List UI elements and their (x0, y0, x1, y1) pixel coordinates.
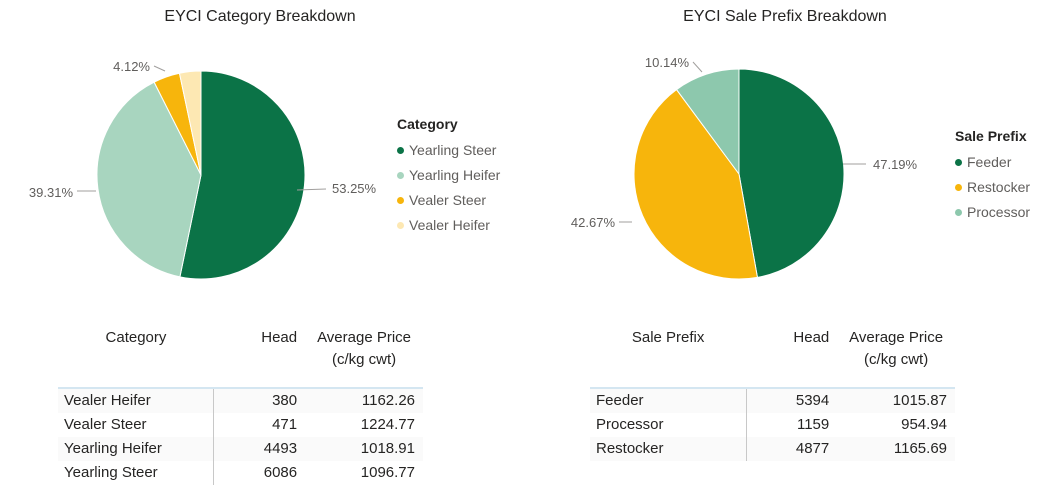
sale-prefix-chart-title: EYCI Sale Prefix Breakdown (683, 8, 887, 25)
row-label-cell: Processor (590, 413, 747, 437)
legend-marker-icon (397, 171, 404, 179)
category-pie-chart: 53.25% 39.31% 4.12% (29, 59, 377, 280)
head-cell: 1159 (796, 416, 830, 433)
average-price-cell: 954.94 (901, 416, 947, 433)
pie-slice-yearling-heifer[interactable] (96, 81, 202, 278)
column-header-head[interactable]: Head (213, 327, 306, 389)
head-cell: 4493 (213, 437, 306, 461)
row-label-cell: Vealer Steer (58, 413, 215, 437)
legend-title: Sale Prefix (955, 128, 1027, 144)
legend-item-yearling-heifer[interactable]: Yearling Heifer (397, 163, 500, 188)
legend-marker-icon (397, 146, 404, 154)
average-price-cell: 1018.91 (305, 437, 423, 461)
column-header-average-price[interactable]: Average Price (c/kg cwt) (305, 327, 423, 389)
head-cell: 6086 (263, 464, 298, 481)
average-price-cell: 1224.77 (360, 416, 415, 433)
table-row[interactable]: Yearling Heifer 4493 1018.91 (58, 437, 423, 461)
legend-marker-icon (955, 208, 962, 216)
data-label-yearling-heifer: 39.31% (29, 185, 74, 200)
head-cell: 5394 (746, 388, 838, 413)
category-chart-title: EYCI Category Breakdown (164, 8, 356, 25)
pie-slice-yearling-steer[interactable] (179, 70, 306, 280)
row-label-cell: Yearling Steer (58, 461, 215, 485)
legend-item-restocker[interactable]: Restocker (955, 175, 1030, 200)
average-price-cell: 1015.87 (837, 388, 955, 413)
row-label-cell: Vealer Heifer (58, 388, 215, 413)
table-header-row: Sale Prefix Head Average Price (c/kg cwt) (590, 327, 955, 389)
table-row[interactable]: Processor 1159 954.94 (590, 413, 955, 437)
legend-label: Vealer Heifer (409, 217, 490, 233)
sale-prefix-pie-chart: 47.19% 42.67% 10.14% (571, 55, 918, 280)
table-header-row: Category Head Average Price (c/kg cwt) (58, 327, 423, 389)
leader-line-vealer-steer (153, 65, 166, 72)
row-label-cell: Yearling Heifer (58, 437, 215, 461)
legend-item-yearling-steer[interactable]: Yearling Steer (397, 138, 500, 163)
average-price-cell: 1096.77 (360, 464, 415, 481)
legend-label: Processor (967, 204, 1031, 220)
table-row[interactable]: Vealer Steer 471 1224.77 (58, 413, 423, 437)
sale-prefix-panel: EYCI Sale Prefix Breakdown 47.19% 42.67% 1… (530, 0, 1047, 492)
category-table: Category Head Average Price (c/kg cwt) Veale… (58, 327, 423, 485)
legend-marker-icon (397, 221, 404, 229)
column-header-sale-prefix[interactable]: Sale Prefix (590, 327, 747, 389)
legend-marker-icon (955, 183, 962, 191)
leader-line-yearling-steer (296, 188, 327, 191)
category-panel: EYCI Category Breakdown 53.25% 39.31% 4.12… (0, 0, 520, 492)
table-row[interactable]: Restocker 4877 1165.69 (590, 437, 955, 461)
data-label-restocker: 42.67% (571, 215, 616, 230)
legend-label: Vealer Steer (409, 192, 487, 208)
table-row[interactable]: Yearling Steer 6086 1096.77 (58, 461, 423, 485)
table-row[interactable]: Vealer Heifer 380 1162.26 (58, 388, 423, 413)
data-label-vealer-steer: 4.12% (113, 59, 150, 74)
legend-label: Yearling Steer (409, 142, 497, 158)
head-cell: 471 (272, 416, 298, 433)
category-legend: Category Yearling Steer Yearling Heifer Ve… (397, 116, 500, 238)
row-label-cell: Feeder (590, 388, 747, 413)
legend-title: Category (397, 116, 458, 132)
average-price-cell: 1162.26 (305, 388, 423, 413)
column-header-head[interactable]: Head (746, 327, 838, 389)
sale-prefix-table: Sale Prefix Head Average Price (c/kg cwt) Fe… (590, 327, 955, 461)
legend-label: Restocker (967, 179, 1031, 195)
table-row[interactable]: Feeder 5394 1015.87 (590, 388, 955, 413)
leader-line-processor (692, 61, 703, 73)
average-price-cell: 1165.69 (837, 437, 955, 461)
legend-label: Feeder (967, 154, 1012, 170)
pie-slice-restocker[interactable] (633, 88, 759, 280)
legend-marker-icon (397, 196, 404, 204)
pie-slice-vealer-heifer[interactable] (178, 70, 202, 176)
pie-slice-feeder[interactable] (738, 68, 845, 278)
legend-marker-icon (955, 158, 962, 166)
legend-item-vealer-heifer[interactable]: Vealer Heifer (397, 213, 500, 238)
data-label-processor: 10.14% (645, 55, 690, 70)
legend-label: Yearling Heifer (409, 167, 501, 183)
pie-slice-processor[interactable] (675, 68, 740, 176)
row-label-cell: Restocker (590, 437, 747, 461)
legend-item-processor[interactable]: Processor (955, 200, 1030, 225)
head-cell: 380 (213, 388, 306, 413)
legend-item-vealer-steer[interactable]: Vealer Steer (397, 188, 500, 213)
head-cell: 4877 (746, 437, 838, 461)
data-label-yearling-steer: 53.25% (332, 181, 377, 196)
column-header-category[interactable]: Category (58, 327, 214, 389)
data-label-feeder: 47.19% (873, 157, 918, 172)
sale-prefix-legend: Sale Prefix Feeder Restocker Processor (955, 128, 1030, 225)
legend-item-feeder[interactable]: Feeder (955, 150, 1030, 175)
column-header-average-price[interactable]: Average Price (c/kg cwt) (837, 327, 955, 389)
